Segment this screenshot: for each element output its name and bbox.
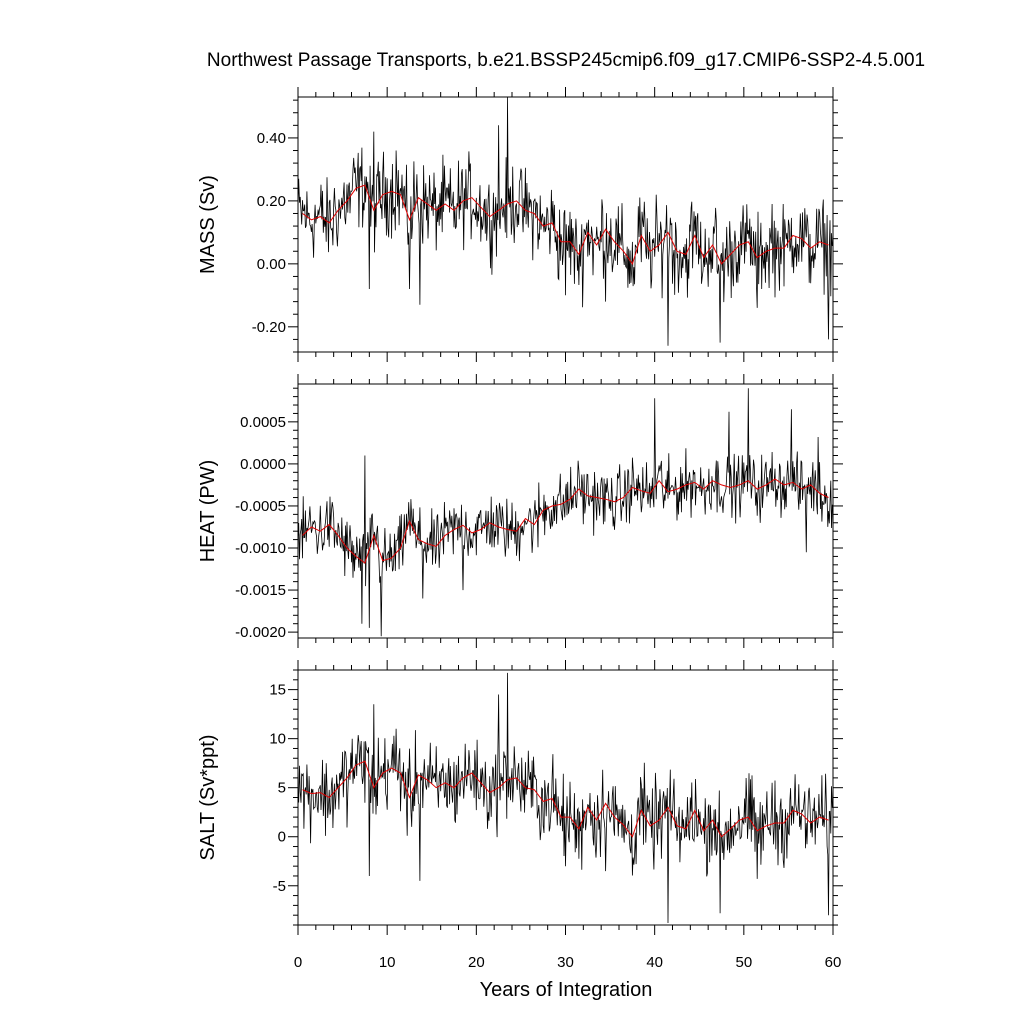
y-axis-title: SALT (Sv*ppt) [197, 735, 219, 861]
y-tick-label: 15 [269, 682, 286, 699]
y-axis-title: HEAT (PW) [197, 460, 219, 563]
panel-2: 0.0005 0.0000 -0.0005 -0.0010 -0.0015 -0.0020… [197, 374, 843, 648]
y-tick-label: -0.0015 [235, 582, 286, 599]
y-tick-label: 0.0005 [240, 414, 286, 431]
monthly-series-line [298, 97, 833, 346]
annual-mean-line [302, 184, 829, 266]
panel-1: 0.40 0.20 0.00 -0.20 MASS (Sv) [197, 87, 843, 362]
panel-3: 15 10 5 0 -5 SALT (Sv*ppt) [197, 660, 843, 935]
y-tick-label: 0.0000 [240, 456, 286, 473]
x-tick-label: 40 [646, 954, 663, 971]
x-axis: 0 10 20 30 40 50 60 [294, 954, 842, 971]
panel-frame [297, 669, 834, 926]
y-tick-label: -0.20 [252, 319, 286, 336]
panel-frame [297, 96, 834, 353]
annual-mean-line [302, 760, 829, 838]
y-tick-label: 10 [269, 731, 286, 748]
y-axis-title: MASS (Sv) [197, 175, 219, 274]
y-tick-label: -5 [273, 878, 286, 895]
x-tick-label: 10 [379, 954, 396, 971]
x-tick-label: 0 [294, 954, 302, 971]
y-tick-label: -0.0005 [235, 498, 286, 515]
y-tick-label: 0.20 [257, 193, 286, 210]
chart-title: Northwest Passage Transports, b.e21.BSSP… [207, 50, 925, 71]
panel-frame [297, 383, 834, 639]
monthly-series-line [298, 672, 833, 924]
monthly-series-line [298, 388, 833, 637]
y-tick-label: 5 [278, 780, 286, 797]
annual-mean-line [302, 478, 829, 564]
panels: 0.40 0.20 0.00 -0.20 MASS (Sv) 0.0005 0.0000 -0… [197, 87, 843, 935]
y-tick-label: 0 [278, 829, 286, 846]
y-tick-label: -0.0010 [235, 540, 286, 557]
y-tick-label: 0.40 [257, 130, 286, 147]
y-tick-label: 0.00 [257, 256, 286, 273]
x-axis-title: Years of Integration [480, 979, 653, 1001]
y-tick-label: -0.0020 [235, 624, 286, 641]
x-tick-label: 60 [825, 954, 842, 971]
x-tick-label: 20 [468, 954, 485, 971]
x-tick-label: 30 [557, 954, 574, 971]
x-tick-label: 50 [735, 954, 752, 971]
